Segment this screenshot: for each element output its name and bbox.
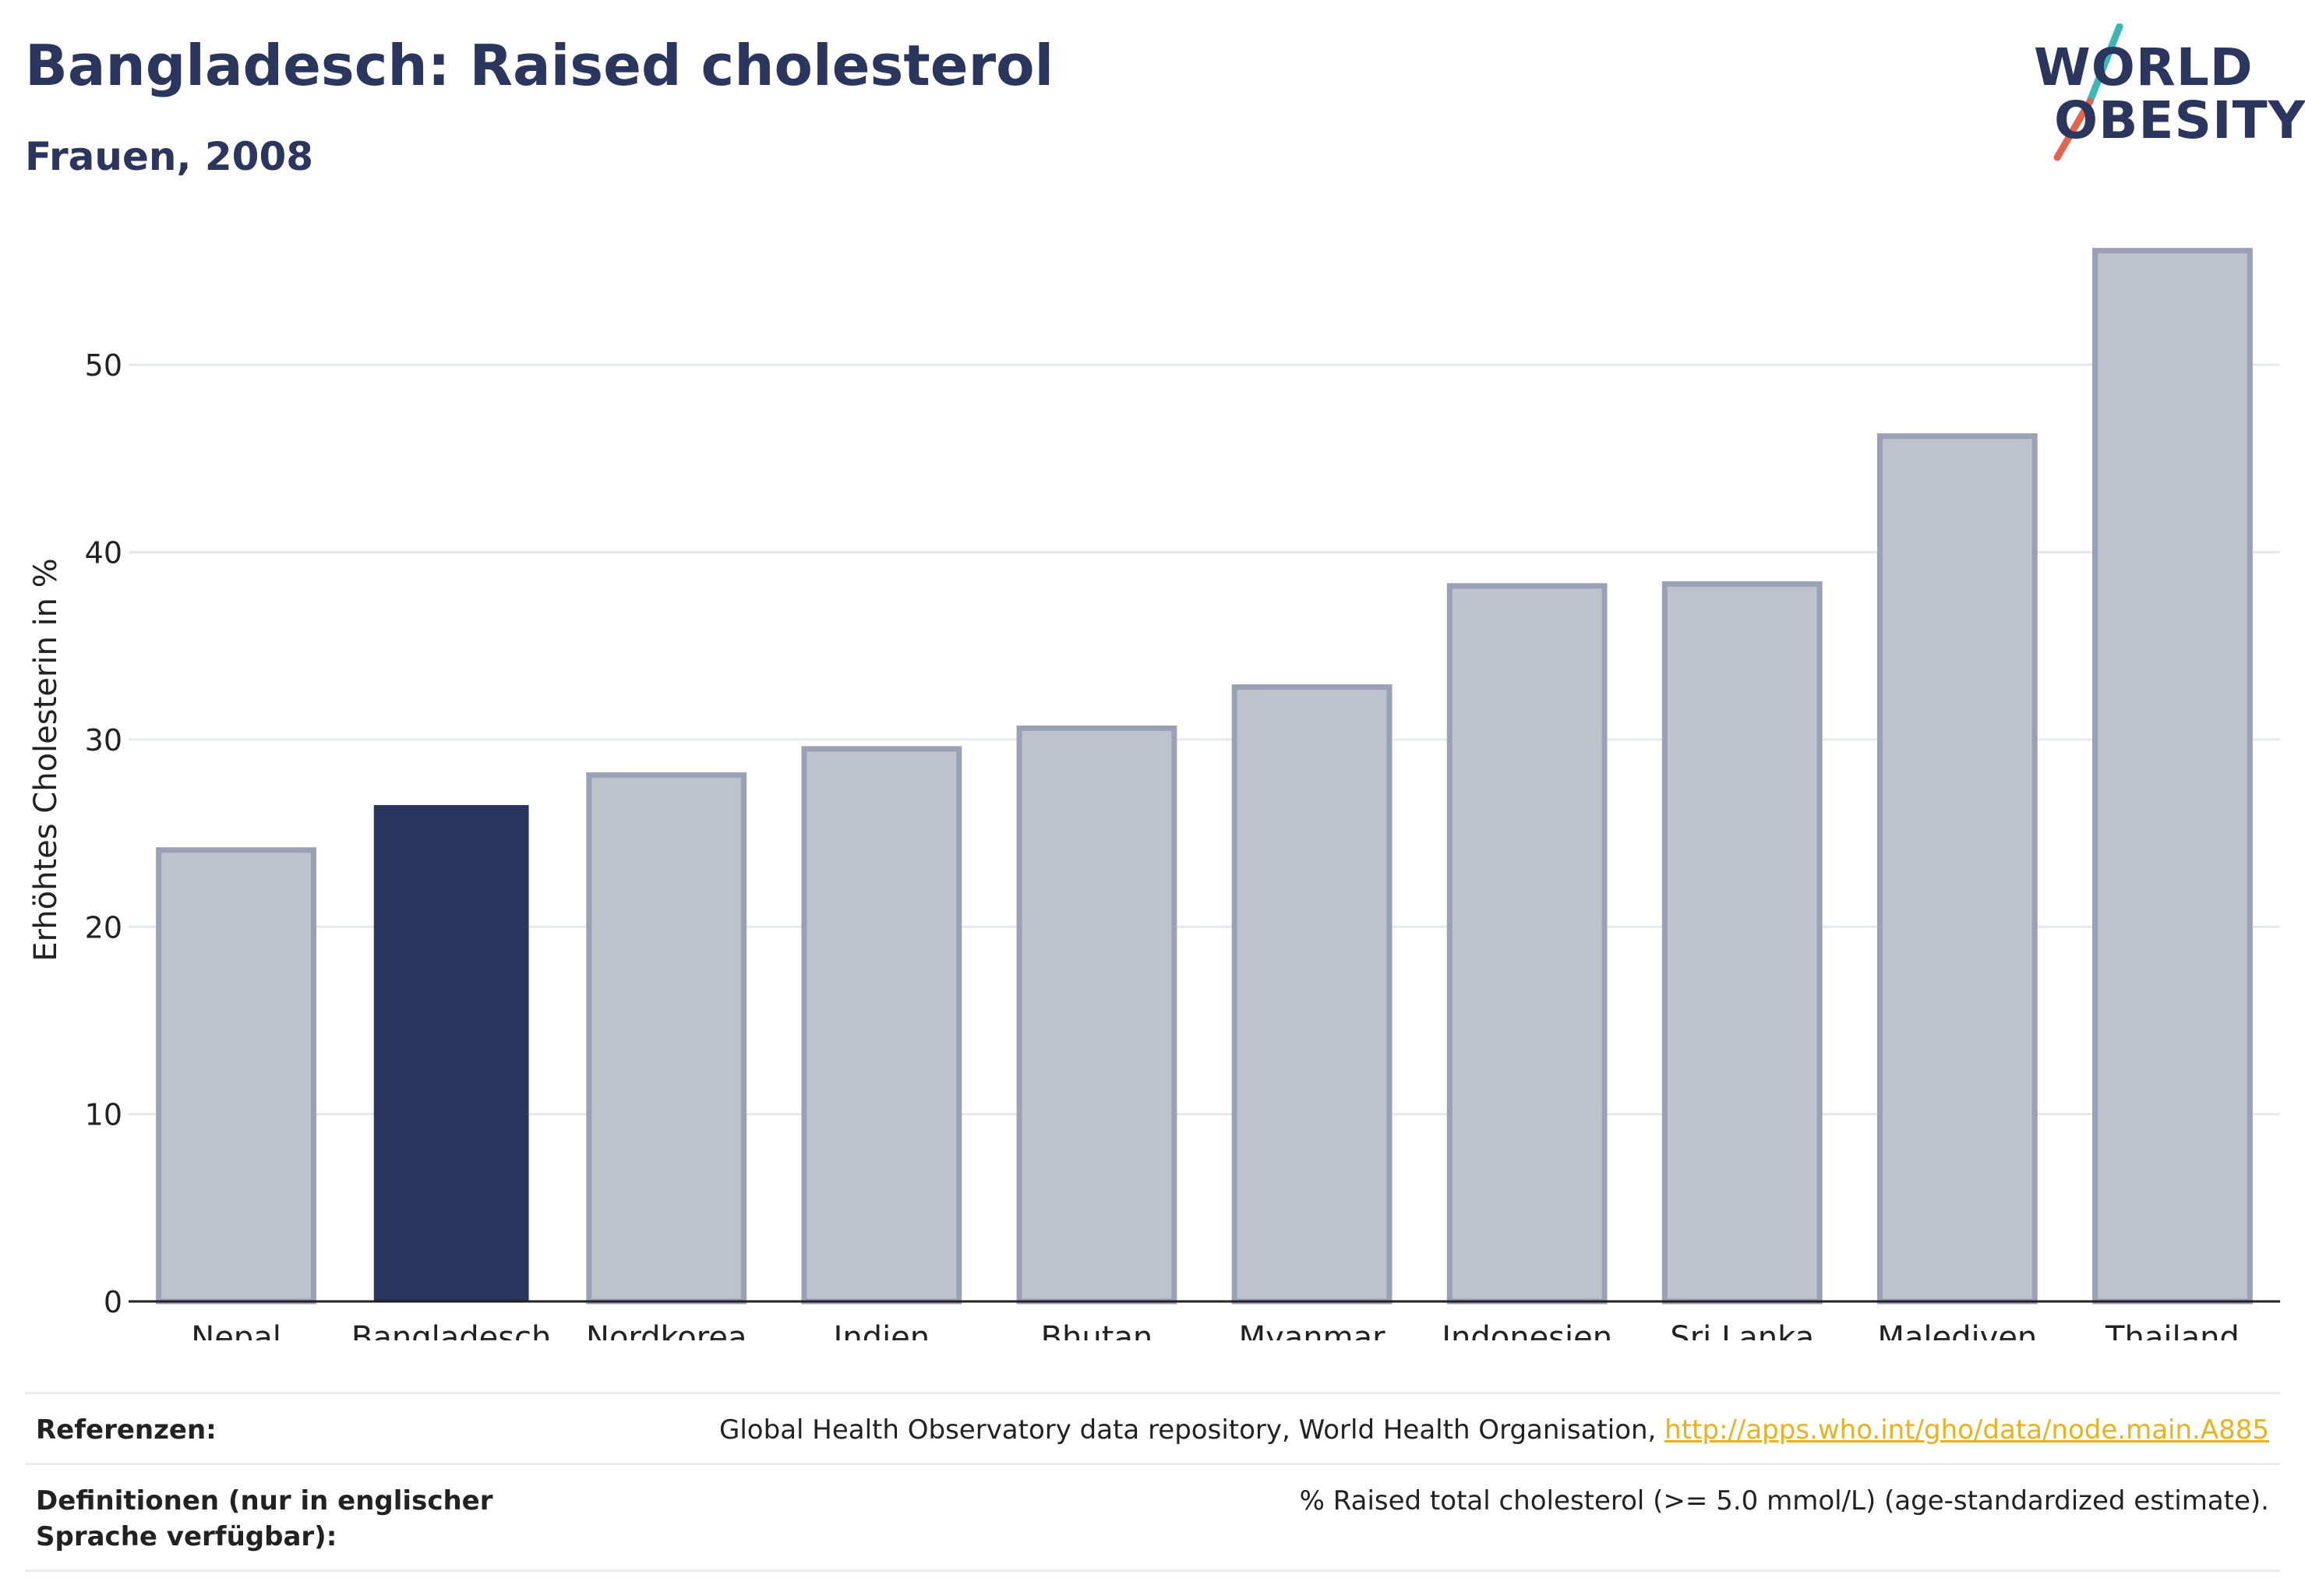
chart-title: Bangladesch: Raised cholesterol [25,33,1054,98]
chart-subtitle: Frauen, 2008 [25,134,314,179]
x-tick-label: Thailand [2105,1320,2240,1340]
bar-nepal[interactable] [156,847,316,1305]
x-tick-label: Sri Lanka [1670,1320,1814,1340]
y-tick-label: 50 [85,348,122,383]
references-row: Referenzen: Global Health Observatory da… [25,1392,2280,1463]
x-tick-label: Bhutan [1041,1320,1153,1340]
y-tick-label: 30 [85,723,122,757]
definitions-label: Definitionen (nur in englischer Sprache … [36,1485,493,1552]
bars [156,248,2253,1305]
y-tick-label: 40 [85,536,122,570]
bar-indien[interactable] [801,746,962,1305]
x-tick-label: Nordkorea [586,1320,747,1340]
y-tick-label: 20 [85,910,122,945]
bar-malediven[interactable] [1876,433,2038,1305]
x-tick-label: Myanmar [1239,1320,1386,1340]
bar-bangladesch[interactable] [373,805,529,1301]
x-tick-label: Indonesien [1442,1320,1612,1340]
references-value: Global Health Observatory data repositor… [719,1413,2269,1449]
bar-thailand[interactable] [2092,248,2253,1305]
x-tick-label: Indien [834,1320,930,1340]
y-tick-label: 0 [104,1285,122,1319]
definitions-value: % Raised total cholesterol (>= 5.0 mmol/… [1299,1485,2269,1517]
bar-nordkorea[interactable] [586,772,747,1305]
chart-footer: Referenzen: Global Health Observatory da… [25,1392,2280,1572]
world-obesity-logo: WORLD OBESITY [2034,23,2305,164]
bar-indonesien[interactable] [1446,583,1608,1305]
x-tick-label: Malediven [1877,1320,2037,1340]
bar-myanmar[interactable] [1231,684,1393,1305]
references-link[interactable]: http://apps.who.int/gho/data/node.main.A… [1664,1414,2269,1446]
axes: 0 10 20 30 40 50 Nepal Bangladesch Nordkorea Indi… [85,348,2280,1340]
x-tick-label: Nepal [191,1320,281,1340]
bar-sri-lanka[interactable] [1661,581,1823,1305]
definitions-row: Definitionen (nur in englischer Sprache … [25,1462,2280,1572]
logo-slash-icon [2053,23,2123,161]
logo-text-obesity: OBESITY [2054,90,2305,150]
bar-bhutan[interactable] [1016,726,1177,1305]
bar-chart: 0 10 20 30 40 50 Nepal Bangladesch Nordkorea Indi… [28,248,2280,1340]
references-label: Referenzen: [36,1414,217,1446]
x-tick-label: Bangladesch [351,1320,552,1340]
references-text: Global Health Observatory data repositor… [719,1414,1665,1446]
y-tick-label: 10 [85,1098,122,1132]
logo-text-world: WORLD [2034,37,2254,97]
y-axis-label: Erhöhtes Cholesterin in % [28,558,64,961]
